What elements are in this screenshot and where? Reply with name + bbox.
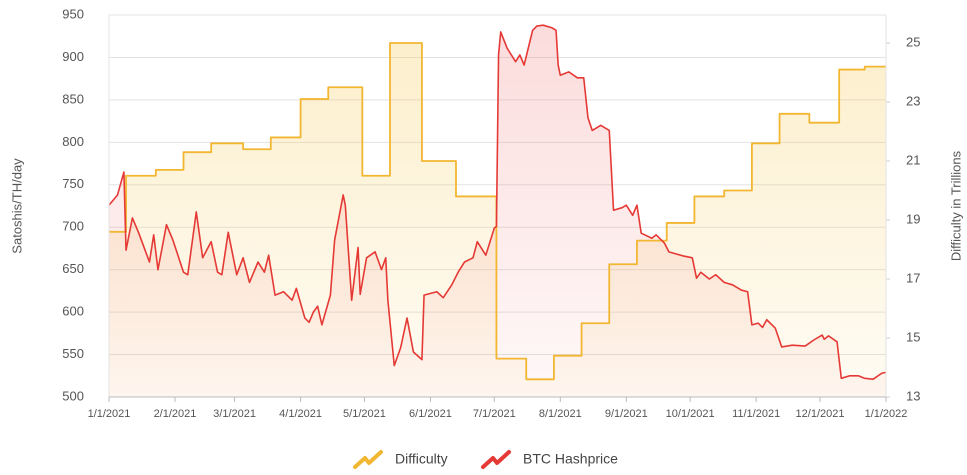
- x-tick-label: 8/1/2021: [539, 408, 582, 420]
- y2-tick-label: 15: [906, 329, 920, 344]
- y2-tick-label: 21: [906, 152, 920, 167]
- x-tick-label: 5/1/2021: [343, 408, 386, 420]
- x-tick-label: 7/1/2021: [473, 408, 516, 420]
- y-axis-label: Satoshis/TH/day: [9, 158, 24, 254]
- legend-icon: [353, 450, 383, 469]
- series-line: [108, 24, 887, 380]
- y-tick-label: 600: [62, 304, 84, 319]
- y-tick-label: 550: [62, 346, 84, 361]
- y2-tick-label: 17: [906, 270, 920, 285]
- x-tick-label: 10/1/2021: [666, 408, 715, 420]
- x-tick-label: 11/1/2021: [732, 408, 780, 420]
- y-tick-label: 900: [62, 49, 84, 64]
- x-tick-label: 3/1/2021: [213, 408, 256, 420]
- y-tick-label: 850: [62, 91, 84, 106]
- y-tick-label: 750: [62, 176, 84, 191]
- y2-axis-label: Difficulty in Trillions: [948, 150, 963, 261]
- series-line: [109, 42, 886, 381]
- y2-tick-label: 25: [906, 34, 920, 49]
- y2-tick-label: 23: [906, 93, 920, 108]
- legend-label: Difficulty: [395, 451, 448, 467]
- y-tick-label: 950: [62, 6, 84, 21]
- legend-icon: [481, 450, 511, 469]
- y2-tick-label: 19: [906, 211, 920, 226]
- x-tick-label: 4/1/2021: [279, 408, 322, 420]
- x-tick-label: 6/1/2021: [409, 408, 452, 420]
- x-tick-label: 12/1/2021: [796, 408, 845, 420]
- y-tick-label: 500: [62, 388, 84, 403]
- y2-tick-label: 13: [906, 388, 920, 403]
- x-tick-label: 9/1/2021: [605, 408, 648, 420]
- series-area: [109, 25, 886, 397]
- y-tick-label: 650: [62, 261, 84, 276]
- legend-label: BTC Hashprice: [523, 451, 618, 467]
- x-tick-label: 1/1/2022: [865, 408, 908, 420]
- y-tick-label: 800: [62, 134, 84, 149]
- x-tick-label: 1/1/2021: [88, 408, 131, 420]
- x-tick-label: 2/1/2021: [154, 408, 197, 420]
- y-tick-label: 700: [62, 219, 84, 234]
